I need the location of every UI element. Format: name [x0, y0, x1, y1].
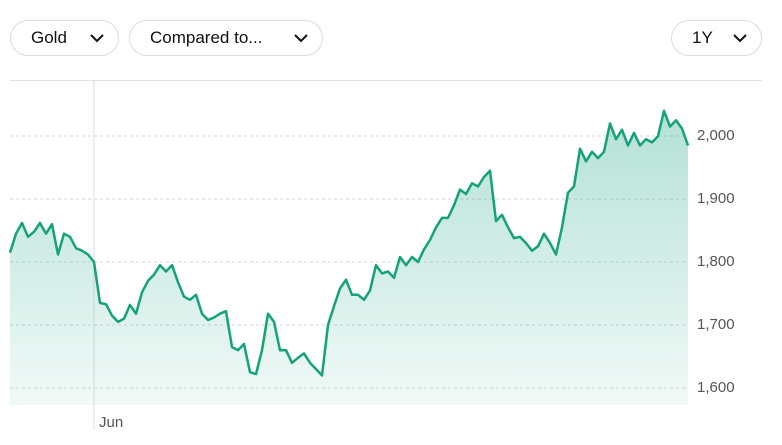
line: [8, 109, 690, 377]
area: [10, 110, 688, 406]
compare-dropdown[interactable]: Compared to...: [129, 20, 323, 56]
chevron: [733, 34, 747, 43]
asset-label: Gold: [31, 28, 67, 47]
compare-label: Compared to...: [150, 28, 263, 47]
y-tick-label: 1,600: [697, 379, 735, 396]
y-tick-label: 2,000: [697, 127, 735, 144]
x-tick-label: Jun: [99, 414, 123, 431]
chevron: [90, 34, 104, 43]
y-tick-label: 1,900: [697, 190, 735, 207]
asset-dropdown[interactable]: Gold: [10, 20, 119, 56]
y-tick-label: 1,700: [697, 316, 735, 333]
chevron: [294, 34, 308, 43]
range-label: 1Y: [692, 28, 713, 47]
y-tick-label: 1,800: [697, 253, 735, 270]
range-dropdown[interactable]: 1Y: [671, 20, 762, 56]
